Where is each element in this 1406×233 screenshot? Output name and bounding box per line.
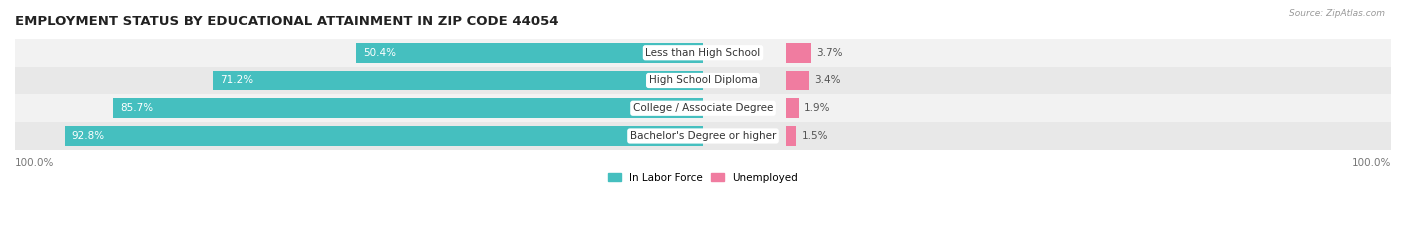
Text: College / Associate Degree: College / Associate Degree [633, 103, 773, 113]
Text: 1.9%: 1.9% [804, 103, 831, 113]
Bar [786, 71, 808, 90]
Text: 85.7%: 85.7% [121, 103, 153, 113]
Legend: In Labor Force, Unemployed: In Labor Force, Unemployed [605, 168, 801, 187]
Bar [15, 39, 1391, 67]
Text: 3.7%: 3.7% [817, 48, 844, 58]
Text: 1.5%: 1.5% [801, 131, 828, 141]
Text: Less than High School: Less than High School [645, 48, 761, 58]
Text: 71.2%: 71.2% [219, 75, 253, 86]
Text: 3.4%: 3.4% [814, 75, 841, 86]
Bar [786, 98, 799, 118]
Text: EMPLOYMENT STATUS BY EDUCATIONAL ATTAINMENT IN ZIP CODE 44054: EMPLOYMENT STATUS BY EDUCATIONAL ATTAINM… [15, 15, 558, 28]
Text: 92.8%: 92.8% [72, 131, 104, 141]
Bar [65, 126, 703, 146]
Bar [214, 71, 703, 90]
Text: 100.0%: 100.0% [1351, 158, 1391, 168]
Bar [114, 98, 703, 118]
Bar [786, 126, 796, 146]
Bar [15, 67, 1391, 94]
Text: Source: ZipAtlas.com: Source: ZipAtlas.com [1289, 9, 1385, 18]
Bar [356, 43, 703, 63]
Text: 100.0%: 100.0% [15, 158, 55, 168]
Text: 50.4%: 50.4% [363, 48, 396, 58]
Bar [15, 122, 1391, 150]
Text: High School Diploma: High School Diploma [648, 75, 758, 86]
Text: Bachelor's Degree or higher: Bachelor's Degree or higher [630, 131, 776, 141]
Bar [786, 43, 811, 63]
Bar [15, 94, 1391, 122]
